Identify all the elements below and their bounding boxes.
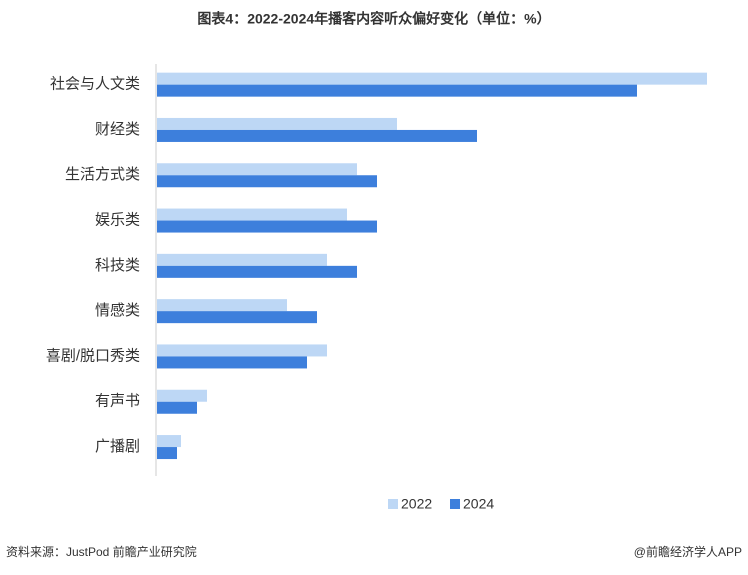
- bar: [157, 447, 177, 460]
- credit: @前瞻经济学人APP: [634, 544, 742, 559]
- y-tick-label: 喜剧/脱口秀类: [46, 347, 140, 364]
- bar: [157, 299, 287, 312]
- y-tick-label: 广播剧: [95, 438, 140, 455]
- y-tick-label: 娱乐类: [95, 212, 140, 229]
- bar: [157, 311, 317, 324]
- legend-label: 2024: [463, 496, 494, 512]
- bar: [157, 265, 357, 278]
- y-tick-label: 社会与人文类: [50, 76, 140, 93]
- bar: [157, 401, 197, 414]
- y-tick-label: 生活方式类: [65, 166, 140, 183]
- bar: [157, 72, 707, 85]
- bar: [157, 253, 327, 266]
- legend-swatch: [450, 499, 460, 509]
- y-tick-label: 有声书: [95, 392, 140, 410]
- bar: [157, 129, 477, 142]
- y-tick-label: 情感类: [95, 302, 140, 319]
- bar: [157, 163, 357, 176]
- bar: [157, 344, 327, 357]
- bar: [157, 175, 377, 188]
- source: 资料来源：JustPod 前瞻产业研究院: [6, 544, 197, 559]
- y-tick-label: 科技类: [95, 257, 140, 274]
- bar: [157, 117, 397, 130]
- bar: [157, 84, 637, 97]
- legend-swatch: [388, 499, 398, 509]
- bar: [157, 220, 377, 233]
- bar: [157, 356, 307, 369]
- bar: [157, 208, 347, 221]
- y-tick-label: 财经类: [95, 121, 140, 138]
- legend-label: 2022: [401, 496, 432, 512]
- bar: [157, 435, 181, 448]
- chart-title: 图表4：2022-2024年播客内容听众偏好变化（单位：%）: [197, 11, 550, 27]
- bar: [157, 389, 207, 402]
